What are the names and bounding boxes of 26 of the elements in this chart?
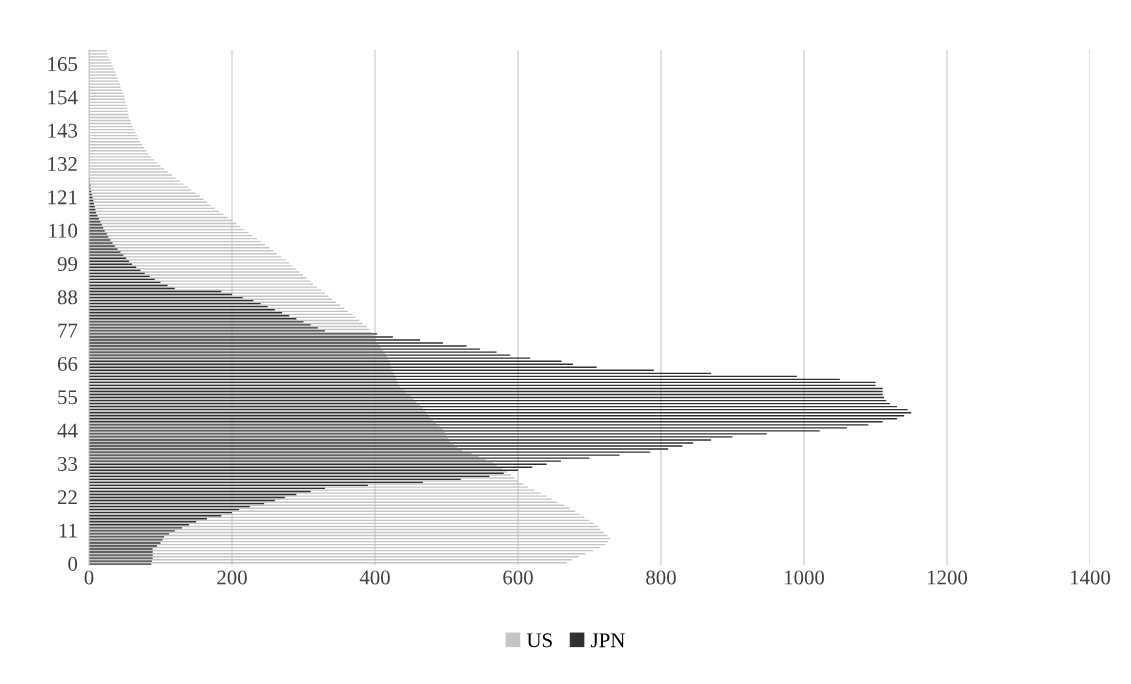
x-tick-label: 600 (503, 570, 533, 585)
y-tick-label: 66 (57, 356, 78, 371)
x-tick-label: 1400 (1071, 570, 1111, 585)
y-tick-label: 110 (49, 223, 78, 238)
x-tick-label: 1200 (928, 570, 968, 585)
x-tick-label: 400 (359, 570, 390, 585)
y-tick-label: 143 (48, 123, 78, 138)
legend-label: JPN (591, 633, 625, 648)
y-tick-label: 55 (58, 390, 78, 405)
y-tick-label: 0 (68, 556, 78, 571)
x-tick-label: 1000 (785, 570, 825, 585)
x-tick-label: 800 (646, 570, 676, 585)
y-tick-label: 11 (59, 523, 77, 538)
x-tick-label: 0 (84, 570, 94, 585)
y-tick-label: 44 (57, 423, 78, 438)
y-tick-label: 132 (48, 157, 77, 172)
x-tick-label: 200 (217, 570, 247, 585)
y-tick-label: 154 (48, 90, 78, 105)
y-tick-label: 99 (57, 257, 78, 272)
y-tick-label: 121 (48, 190, 77, 205)
y-tick-label: 22 (57, 490, 77, 505)
y-tick-label: 88 (57, 290, 78, 305)
y-tick-label: 165 (48, 57, 78, 72)
y-tick-label: 33 (58, 456, 78, 471)
legend-label: US (526, 633, 552, 648)
y-tick-label: 77 (58, 323, 78, 338)
